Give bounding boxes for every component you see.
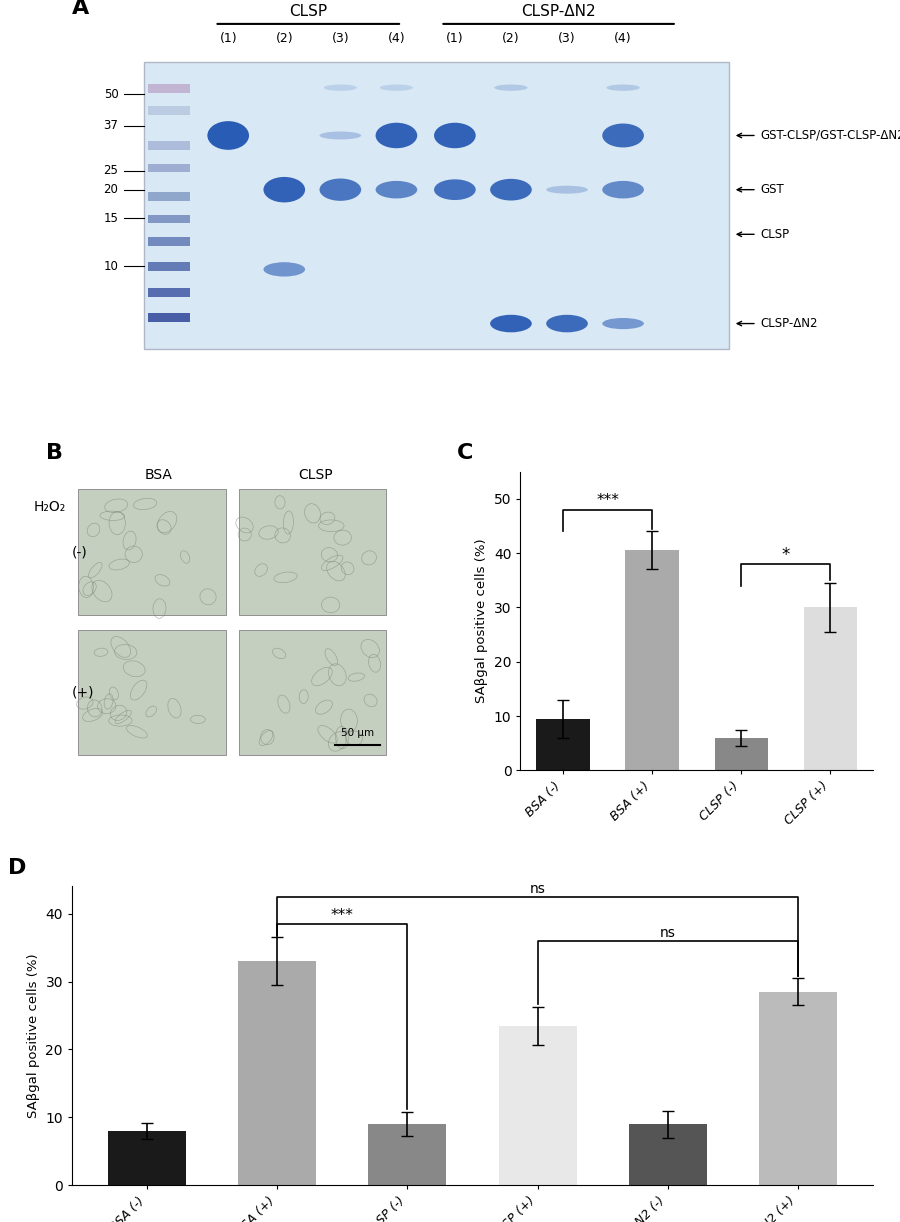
Text: (4): (4) bbox=[388, 32, 405, 45]
Text: B: B bbox=[47, 442, 63, 463]
Ellipse shape bbox=[380, 84, 413, 90]
Bar bbox=[238, 490, 386, 615]
Text: 15: 15 bbox=[104, 211, 119, 225]
Text: (1): (1) bbox=[446, 32, 464, 45]
Text: ns: ns bbox=[529, 882, 545, 896]
Bar bbox=[148, 288, 190, 297]
Ellipse shape bbox=[375, 181, 418, 198]
Text: C: C bbox=[457, 442, 473, 463]
Text: CLSP-ΔN2: CLSP-ΔN2 bbox=[521, 4, 596, 20]
Text: 20: 20 bbox=[104, 183, 119, 197]
Text: A: A bbox=[72, 0, 89, 17]
Ellipse shape bbox=[546, 315, 588, 332]
Text: (2): (2) bbox=[275, 32, 293, 45]
Ellipse shape bbox=[546, 186, 588, 193]
Bar bbox=[148, 263, 190, 271]
Text: H₂O₂: H₂O₂ bbox=[33, 500, 66, 514]
Ellipse shape bbox=[264, 177, 305, 203]
Text: ns: ns bbox=[660, 926, 676, 941]
Y-axis label: SAβgal positive cells (%): SAβgal positive cells (%) bbox=[27, 953, 40, 1118]
Ellipse shape bbox=[602, 318, 644, 329]
Text: ***: *** bbox=[596, 494, 619, 508]
Text: D: D bbox=[8, 858, 26, 877]
Text: (3): (3) bbox=[558, 32, 576, 45]
Bar bbox=[238, 962, 317, 1185]
Ellipse shape bbox=[602, 123, 644, 148]
Bar bbox=[628, 1124, 706, 1185]
Text: CLSP: CLSP bbox=[289, 4, 328, 20]
Bar bbox=[238, 629, 386, 755]
Ellipse shape bbox=[491, 178, 532, 200]
Bar bbox=[148, 192, 190, 202]
Bar bbox=[108, 1132, 186, 1185]
Text: BSA: BSA bbox=[145, 468, 173, 481]
Bar bbox=[144, 62, 729, 349]
Bar bbox=[368, 1124, 446, 1185]
Text: CLSP: CLSP bbox=[298, 468, 333, 481]
Bar bbox=[148, 106, 190, 115]
Y-axis label: SAβgal positive cells (%): SAβgal positive cells (%) bbox=[475, 539, 488, 704]
Ellipse shape bbox=[320, 132, 361, 139]
Text: 25: 25 bbox=[104, 164, 119, 177]
Text: GST: GST bbox=[760, 183, 785, 197]
Ellipse shape bbox=[434, 180, 476, 200]
Ellipse shape bbox=[320, 178, 361, 200]
Text: 37: 37 bbox=[104, 120, 119, 132]
Bar bbox=[626, 550, 679, 770]
Bar bbox=[759, 992, 837, 1185]
Bar bbox=[148, 313, 190, 323]
Ellipse shape bbox=[491, 315, 532, 332]
Text: (2): (2) bbox=[502, 32, 520, 45]
Ellipse shape bbox=[607, 84, 640, 90]
Ellipse shape bbox=[602, 181, 644, 198]
Text: (+): (+) bbox=[72, 686, 94, 700]
Text: 50: 50 bbox=[104, 88, 119, 100]
Bar bbox=[148, 237, 190, 246]
Bar bbox=[78, 629, 226, 755]
Text: CLSP: CLSP bbox=[760, 227, 790, 241]
Bar bbox=[148, 215, 190, 224]
Text: CLSP-ΔN2: CLSP-ΔN2 bbox=[760, 316, 818, 330]
Text: 10: 10 bbox=[104, 260, 119, 273]
Text: GST-CLSP/GST-CLSP-ΔN2: GST-CLSP/GST-CLSP-ΔN2 bbox=[760, 130, 900, 142]
Text: ***: *** bbox=[331, 908, 354, 924]
Text: 50 μm: 50 μm bbox=[341, 728, 374, 738]
Ellipse shape bbox=[494, 84, 527, 90]
Ellipse shape bbox=[264, 263, 305, 276]
Bar bbox=[804, 607, 857, 770]
Ellipse shape bbox=[324, 84, 357, 90]
Ellipse shape bbox=[375, 122, 418, 148]
Text: (3): (3) bbox=[331, 32, 349, 45]
Bar bbox=[148, 84, 190, 93]
Bar bbox=[715, 738, 768, 770]
Bar bbox=[536, 719, 590, 770]
Bar bbox=[148, 142, 190, 150]
Bar bbox=[78, 490, 226, 615]
Bar bbox=[148, 164, 190, 172]
Text: (-): (-) bbox=[72, 545, 88, 560]
Ellipse shape bbox=[434, 122, 476, 148]
Ellipse shape bbox=[207, 121, 249, 150]
Bar bbox=[499, 1025, 577, 1185]
Text: *: * bbox=[781, 545, 790, 563]
Text: (1): (1) bbox=[220, 32, 237, 45]
Text: (4): (4) bbox=[615, 32, 632, 45]
